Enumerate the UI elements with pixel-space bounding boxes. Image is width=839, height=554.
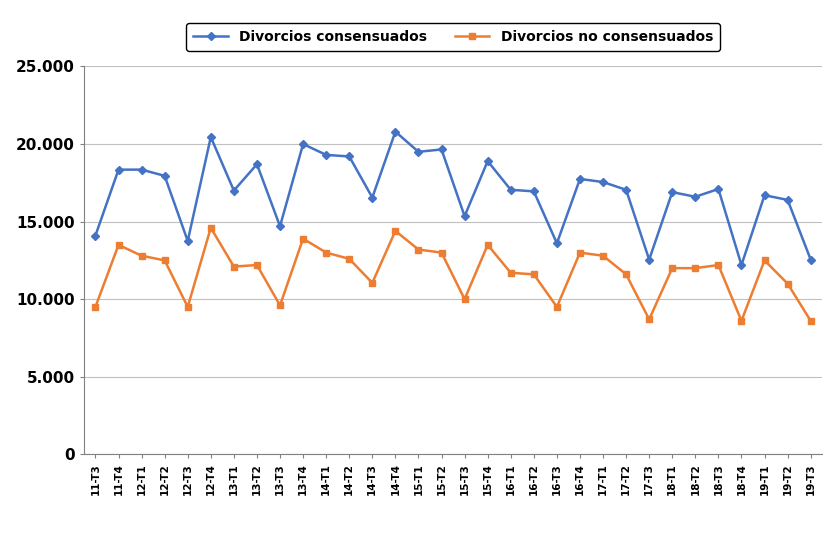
Divorcios no consensuados	[229, 263, 239, 270]
Divorcios no consensuados	[298, 235, 308, 242]
Divorcios no consensuados	[783, 280, 793, 287]
Divorcios no consensuados	[321, 249, 331, 256]
Divorcios consensuados	[252, 161, 262, 167]
Divorcios consensuados	[414, 148, 424, 155]
Divorcios no consensuados	[737, 317, 747, 324]
Divorcios no consensuados	[460, 296, 470, 302]
Divorcios consensuados	[759, 192, 769, 198]
Divorcios no consensuados	[137, 253, 147, 259]
Divorcios consensuados	[183, 238, 193, 244]
Divorcios consensuados	[690, 193, 701, 200]
Divorcios consensuados	[713, 186, 723, 192]
Divorcios consensuados	[737, 261, 747, 268]
Divorcios consensuados	[575, 176, 585, 182]
Legend: Divorcios consensuados, Divorcios no consensuados: Divorcios consensuados, Divorcios no con…	[186, 23, 720, 51]
Divorcios no consensuados	[759, 257, 769, 264]
Divorcios consensuados	[529, 188, 539, 194]
Divorcios consensuados	[390, 129, 400, 135]
Divorcios consensuados	[644, 257, 654, 263]
Divorcios consensuados	[621, 187, 631, 193]
Divorcios no consensuados	[390, 228, 400, 234]
Divorcios no consensuados	[552, 304, 562, 310]
Line: Divorcios no consensuados: Divorcios no consensuados	[92, 225, 814, 324]
Divorcios no consensuados	[690, 265, 701, 271]
Divorcios no consensuados	[506, 269, 516, 276]
Divorcios consensuados	[552, 240, 562, 247]
Divorcios no consensuados	[529, 271, 539, 278]
Divorcios consensuados	[436, 146, 446, 153]
Divorcios no consensuados	[575, 249, 585, 256]
Divorcios no consensuados	[113, 242, 123, 248]
Divorcios no consensuados	[414, 246, 424, 253]
Divorcios consensuados	[159, 172, 169, 179]
Divorcios consensuados	[91, 232, 101, 239]
Divorcios consensuados	[783, 197, 793, 203]
Divorcios consensuados	[482, 158, 492, 165]
Divorcios consensuados	[460, 213, 470, 219]
Divorcios no consensuados	[206, 224, 216, 231]
Divorcios no consensuados	[482, 242, 492, 248]
Divorcios no consensuados	[436, 249, 446, 256]
Divorcios consensuados	[206, 134, 216, 140]
Divorcios no consensuados	[713, 261, 723, 268]
Divorcios no consensuados	[598, 253, 608, 259]
Divorcios consensuados	[805, 257, 816, 263]
Divorcios no consensuados	[91, 304, 101, 310]
Divorcios no consensuados	[252, 261, 262, 268]
Divorcios no consensuados	[183, 304, 193, 310]
Divorcios no consensuados	[667, 265, 677, 271]
Divorcios no consensuados	[344, 255, 354, 262]
Divorcios consensuados	[344, 153, 354, 160]
Divorcios consensuados	[598, 179, 608, 186]
Divorcios no consensuados	[805, 317, 816, 324]
Divorcios consensuados	[667, 189, 677, 196]
Divorcios no consensuados	[275, 302, 285, 309]
Divorcios consensuados	[275, 223, 285, 229]
Divorcios no consensuados	[621, 271, 631, 278]
Line: Divorcios consensuados: Divorcios consensuados	[92, 129, 814, 268]
Divorcios no consensuados	[159, 257, 169, 264]
Divorcios no consensuados	[644, 316, 654, 322]
Divorcios consensuados	[298, 141, 308, 147]
Divorcios consensuados	[506, 187, 516, 193]
Divorcios no consensuados	[367, 280, 378, 286]
Divorcios consensuados	[321, 152, 331, 158]
Divorcios consensuados	[229, 187, 239, 194]
Divorcios consensuados	[137, 166, 147, 173]
Divorcios consensuados	[367, 194, 378, 201]
Divorcios consensuados	[113, 166, 123, 173]
